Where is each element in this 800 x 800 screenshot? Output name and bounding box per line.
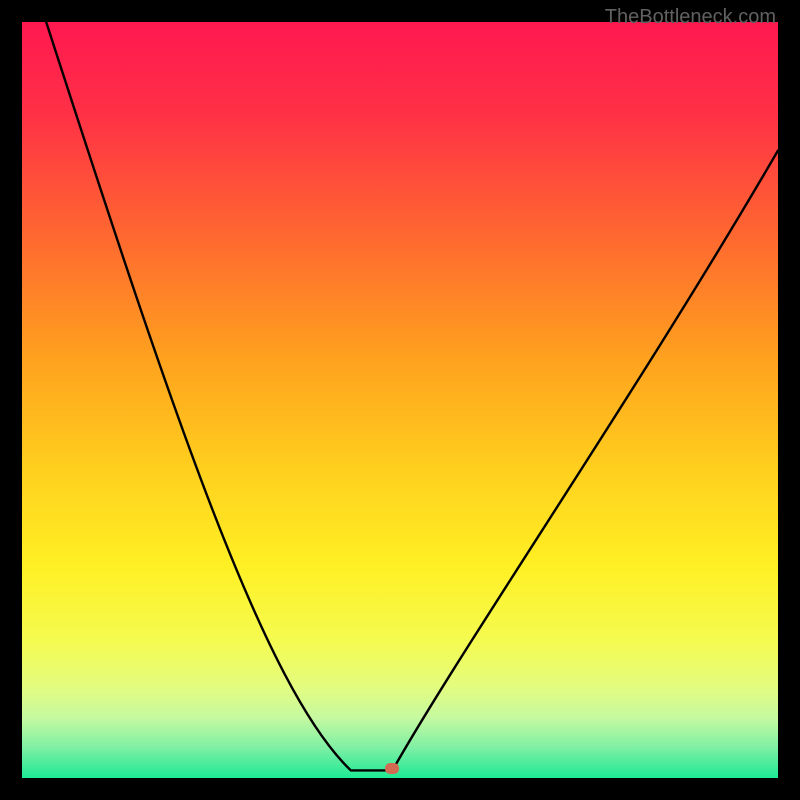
bottleneck-chart: TheBottleneck.com <box>0 0 800 800</box>
watermark-label: TheBottleneck.com <box>605 6 776 29</box>
chart-border <box>0 0 800 800</box>
